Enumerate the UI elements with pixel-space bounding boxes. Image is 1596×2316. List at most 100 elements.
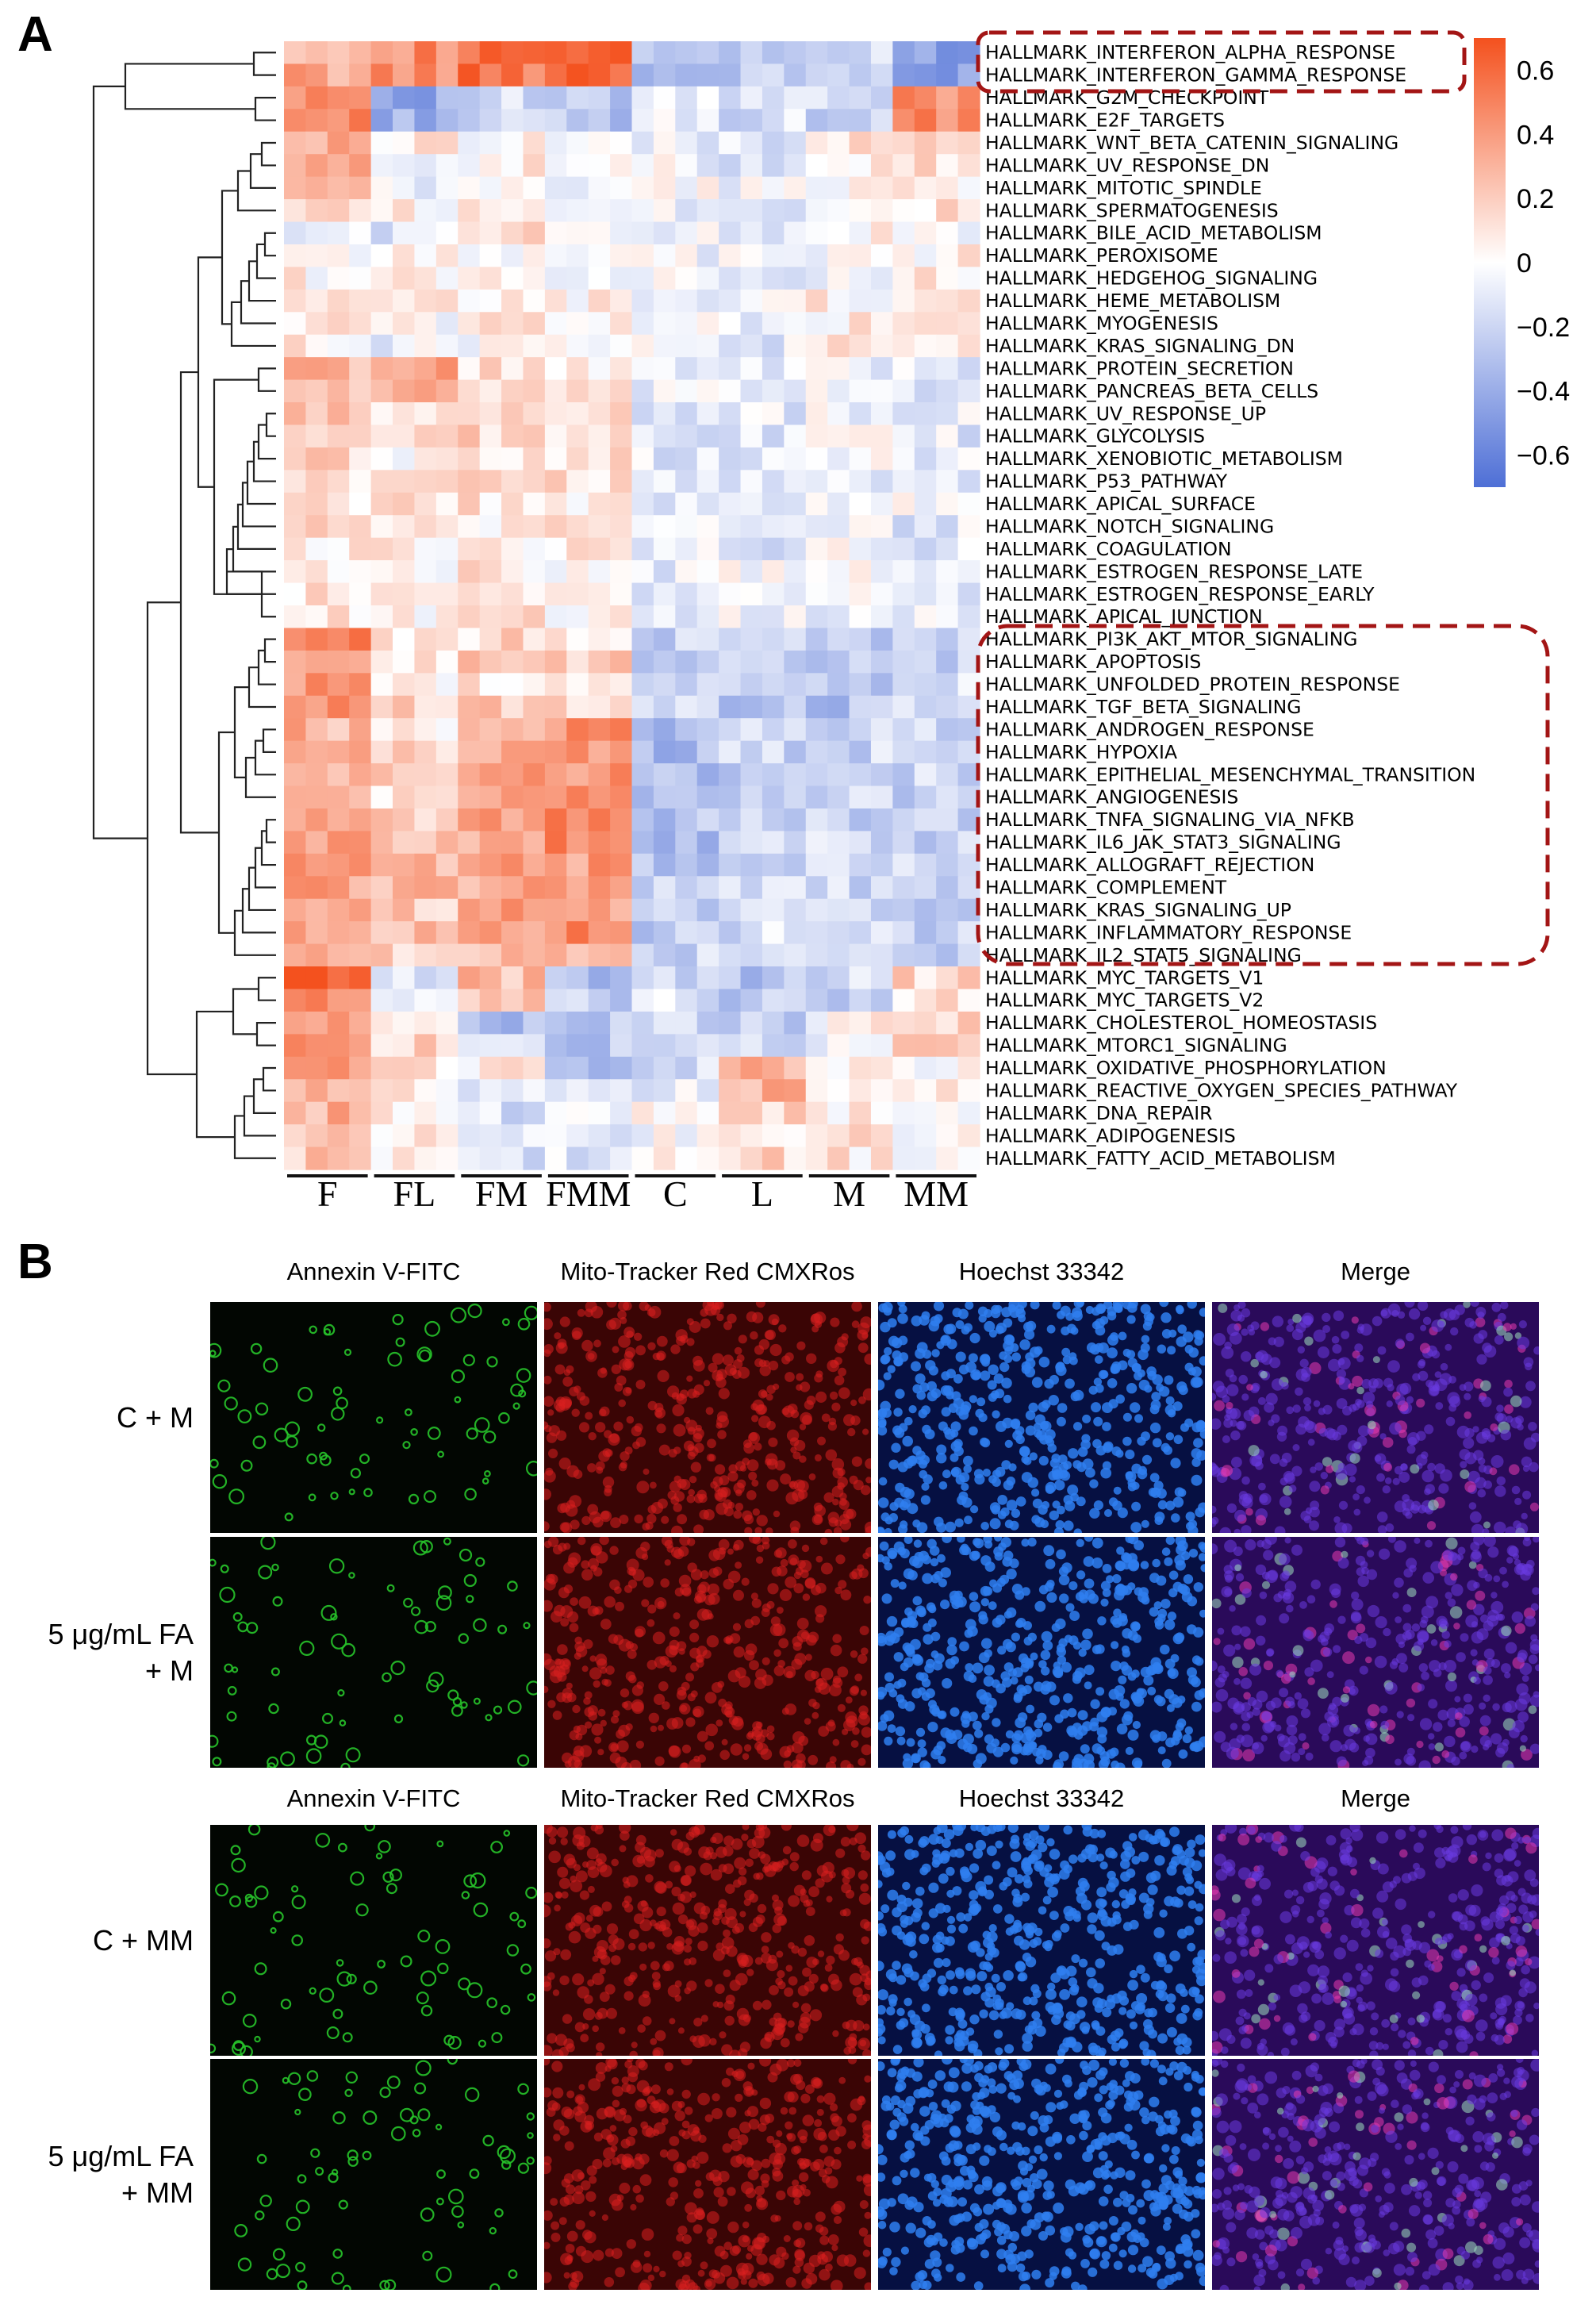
heat-cell xyxy=(435,1079,458,1103)
heat-cell xyxy=(544,582,567,606)
heat-cell xyxy=(827,695,850,719)
heat-cell xyxy=(305,515,328,539)
heat-cell xyxy=(610,763,633,787)
heat-cell xyxy=(284,943,307,967)
heat-cell xyxy=(414,86,437,109)
heat-cell xyxy=(740,63,763,87)
heat-cell xyxy=(327,402,350,426)
heat-cell xyxy=(653,853,676,877)
heat-cell xyxy=(784,1124,807,1148)
pathway-label: HALLMARK_EPITHELIAL_MESENCHYMAL_TRANSITI… xyxy=(985,763,1475,785)
heat-cell xyxy=(696,740,719,764)
heat-cell xyxy=(588,921,611,945)
heat-cell xyxy=(435,312,458,336)
heat-cell xyxy=(827,289,850,313)
heat-cell xyxy=(566,898,589,922)
heat-cell xyxy=(479,808,502,832)
heat-cell xyxy=(393,989,416,1012)
heat-cell xyxy=(696,537,719,561)
heat-cell xyxy=(305,1146,328,1170)
heat-cell xyxy=(435,831,458,855)
colorbar: 0.60.40.20−0.2−0.4−0.6 xyxy=(1474,38,1570,487)
heat-cell xyxy=(957,289,980,313)
heat-cell xyxy=(523,1146,546,1170)
heat-cell xyxy=(957,1146,980,1170)
heat-cell xyxy=(805,357,828,381)
heat-cell xyxy=(610,1101,633,1125)
heat-cell xyxy=(914,470,937,494)
merge-tile xyxy=(1212,1302,1539,1533)
heat-cell xyxy=(936,605,959,629)
heat-cell xyxy=(805,605,828,629)
heat-cell xyxy=(393,763,416,787)
heat-cell xyxy=(370,470,393,494)
heat-cell xyxy=(523,334,546,358)
heat-cell xyxy=(784,221,807,245)
heat-cell xyxy=(414,1011,437,1035)
channel-header: Merge xyxy=(1341,1784,1410,1812)
heat-cell xyxy=(805,1056,828,1080)
heat-cell xyxy=(349,447,372,470)
heat-cell xyxy=(458,424,481,448)
heat-cell xyxy=(870,695,893,719)
heat-cell xyxy=(784,560,807,584)
heat-cell xyxy=(892,1079,915,1103)
heat-cell xyxy=(588,289,611,313)
heat-cell xyxy=(827,244,850,267)
heat-cell xyxy=(870,357,893,381)
heat-cell xyxy=(566,785,589,809)
heat-cell xyxy=(892,785,915,809)
heat-cell xyxy=(675,740,698,764)
heat-cell xyxy=(653,1034,676,1058)
heat-cell xyxy=(653,943,676,967)
heat-cell xyxy=(957,605,980,629)
group-bar xyxy=(896,1174,976,1177)
heat-cell xyxy=(435,41,458,65)
heat-cell xyxy=(805,763,828,787)
pathway-label: HALLMARK_INFLAMMATORY_RESPONSE xyxy=(985,921,1352,943)
heat-cell xyxy=(284,695,307,719)
heat-cell xyxy=(740,244,763,267)
heat-cell xyxy=(870,966,893,990)
heat-cell xyxy=(479,289,502,313)
heat-cell xyxy=(870,267,893,290)
group-label: FL xyxy=(393,1173,436,1214)
heat-cell xyxy=(653,898,676,922)
heat-cell xyxy=(349,808,372,832)
heat-cell xyxy=(327,537,350,561)
heat-cell xyxy=(435,650,458,674)
heat-cell xyxy=(435,1146,458,1170)
heat-cell xyxy=(653,1011,676,1035)
heat-cell xyxy=(719,921,742,945)
heat-cell xyxy=(696,650,719,674)
heat-cell xyxy=(653,966,676,990)
heat-cell xyxy=(610,86,633,109)
heat-cell xyxy=(696,515,719,539)
heat-cell xyxy=(588,989,611,1012)
heat-cell xyxy=(849,357,872,381)
heat-cell xyxy=(544,176,567,200)
heat-cell xyxy=(305,785,328,809)
heat-cell xyxy=(827,1146,850,1170)
heat-cell xyxy=(435,966,458,990)
heat-cell xyxy=(610,853,633,877)
heat-cell xyxy=(544,131,567,155)
heat-cell xyxy=(957,334,980,358)
heat-cell xyxy=(784,628,807,651)
heat-cell xyxy=(588,763,611,787)
heat-cell xyxy=(414,989,437,1012)
heat-cell xyxy=(762,943,785,967)
heat-cell xyxy=(762,582,785,606)
heat-cell xyxy=(696,221,719,245)
heat-cell xyxy=(957,537,980,561)
heat-cell xyxy=(675,492,698,516)
heat-cell xyxy=(435,673,458,697)
heat-cell xyxy=(414,605,437,629)
heat-cell xyxy=(892,898,915,922)
heat-cell xyxy=(610,221,633,245)
hoechst-tile xyxy=(878,1302,1205,1533)
heat-cell xyxy=(936,154,959,178)
group-bars: F FL FM FMM C L M MM xyxy=(287,1173,976,1214)
heat-cell xyxy=(588,740,611,764)
heat-cell xyxy=(327,86,350,109)
